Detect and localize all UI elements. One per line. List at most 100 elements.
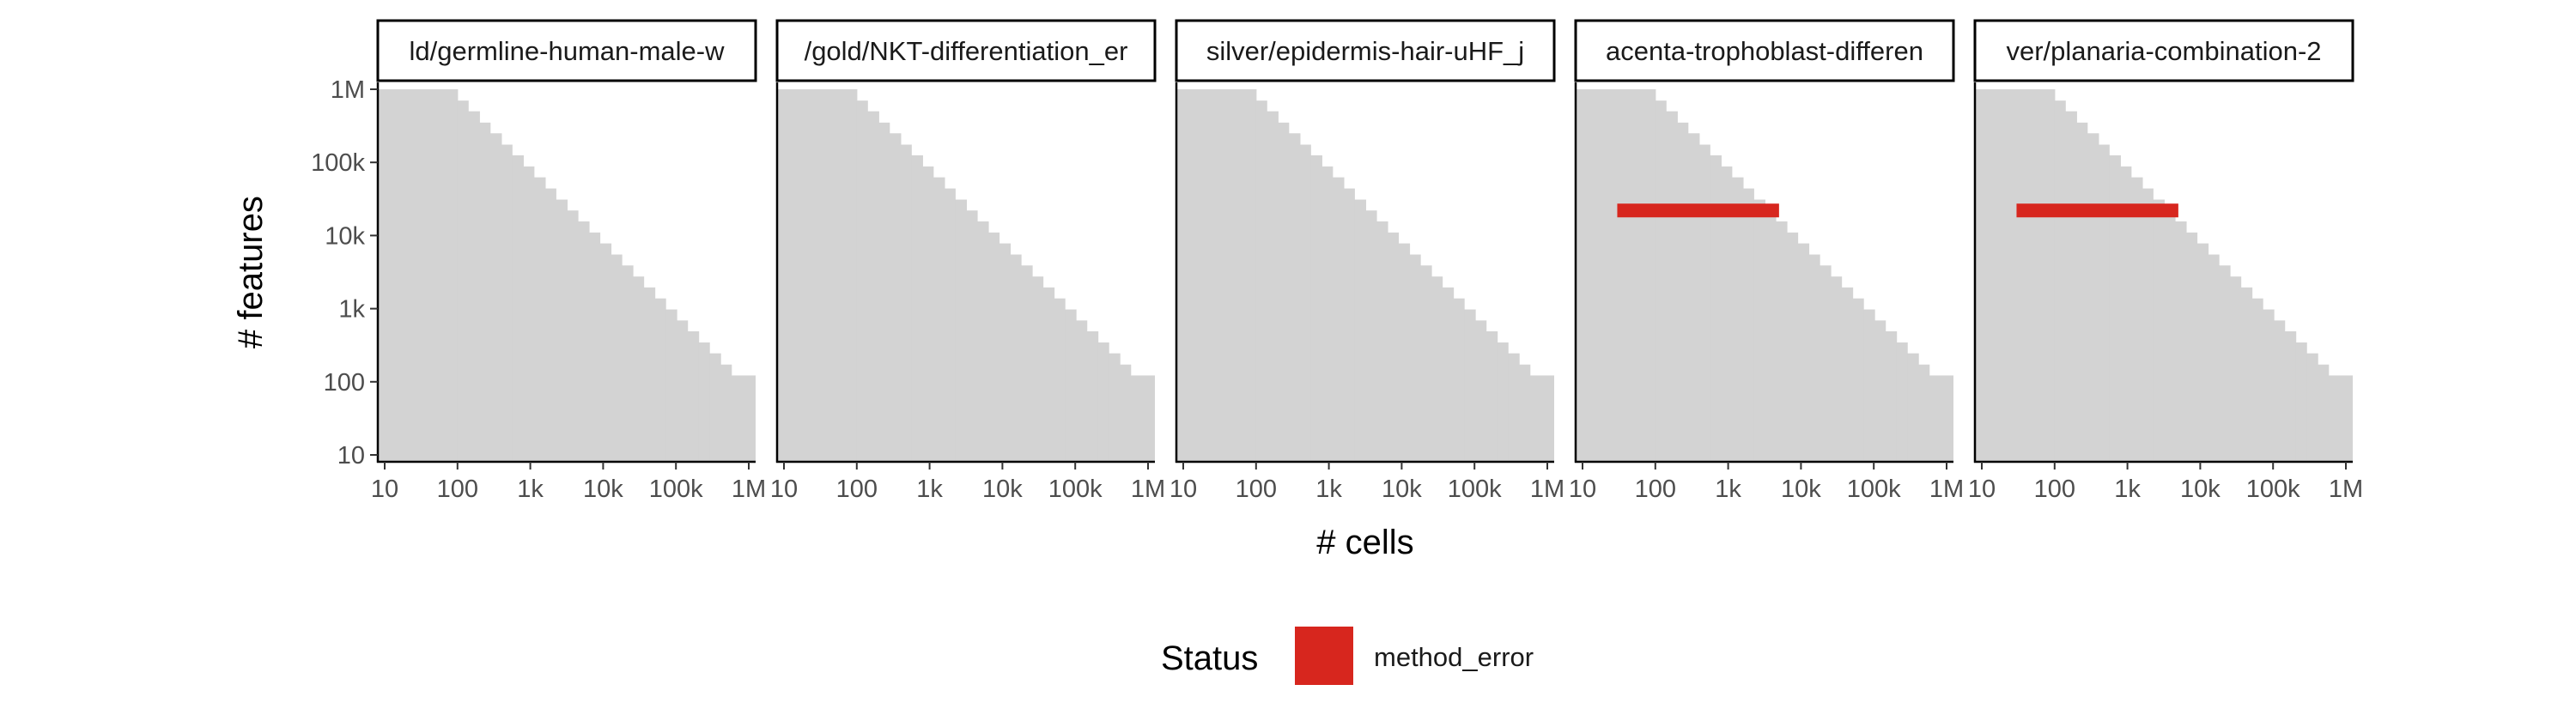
region-step — [1010, 254, 1022, 462]
x-tick-label: 1M — [1929, 476, 1964, 503]
region-step — [1765, 210, 1777, 462]
region-step — [987, 232, 1000, 462]
y-tick-label: 1k — [338, 296, 365, 324]
region-step — [867, 111, 879, 462]
x-tick-label: 10 — [1968, 476, 1996, 503]
status-bar-method-error — [2016, 203, 2178, 218]
region-step — [1288, 133, 1301, 462]
x-tick-label: 10k — [583, 476, 623, 503]
y-axis-title: # features — [232, 196, 270, 348]
region-step — [1885, 330, 1898, 462]
region-step — [599, 243, 612, 462]
region-step — [1278, 122, 1290, 462]
facet-panel-2: 10 100 1k 10k 100k 1M silver/epidermis-hair-uH… — [1170, 19, 1564, 503]
x-tick-label: 100k — [2246, 476, 2300, 503]
region-step — [1387, 232, 1400, 462]
region-step — [489, 133, 502, 462]
region-step — [1365, 210, 1377, 462]
region-step — [2109, 154, 2121, 462]
region-step — [1975, 89, 2056, 462]
x-tick-label: 100k — [649, 476, 703, 503]
region-step — [1310, 154, 1322, 462]
region-step — [911, 154, 923, 462]
facet-strip-label: /gold/NKT-differentiation_er — [805, 36, 1128, 66]
region-step — [1332, 177, 1345, 462]
region-step — [2295, 342, 2307, 462]
x-tick-label: 1M — [1530, 476, 1564, 503]
x-tick-label: 1k — [1715, 476, 1741, 503]
y-tick-label: 1M — [331, 76, 365, 104]
region-step — [665, 309, 677, 462]
x-tick-label: 10 — [770, 476, 798, 503]
region-step — [1576, 89, 1656, 462]
x-tick-label: 100 — [1236, 476, 1277, 503]
region-step — [1065, 309, 1077, 462]
region-step — [709, 353, 721, 462]
region-step — [2164, 210, 2176, 462]
region-step — [633, 276, 645, 462]
region-step — [1431, 276, 1443, 462]
region-step — [556, 199, 568, 462]
region-step — [1519, 364, 1531, 462]
x-tick-label: 10k — [1781, 476, 1821, 503]
region-step — [654, 298, 666, 462]
region-step — [643, 287, 656, 462]
facet-strip-box — [1574, 19, 1955, 82]
region-step — [1710, 154, 1722, 462]
x-axis-title: # cells — [1316, 524, 1413, 561]
region-step — [1076, 320, 1088, 462]
y-tick-label: 10k — [325, 222, 365, 250]
region-step — [1255, 100, 1267, 462]
region-step — [1918, 364, 1930, 462]
region-step — [1109, 353, 1121, 462]
region-step — [1086, 330, 1099, 462]
region-step — [1475, 320, 1487, 462]
region-step — [622, 265, 634, 462]
region-step — [2208, 254, 2220, 462]
y-tick-label: 100 — [324, 369, 365, 397]
region-step — [1409, 254, 1421, 462]
facet-strip-label: silver/epidermis-hair-uHF_j — [1206, 36, 1524, 66]
region-step — [2153, 199, 2166, 462]
region-step — [1687, 133, 1700, 462]
region-step — [577, 221, 590, 462]
region-step — [1176, 89, 1257, 462]
region-step — [2054, 100, 2066, 462]
region-step — [1797, 243, 1810, 462]
region-step — [720, 364, 732, 462]
region-step — [889, 133, 902, 462]
facet-panel-0: 10 100 1k 10k 100k 1M 10 100 1k 10k 100k 1M ld/germl… — [311, 19, 766, 503]
region-step — [1054, 298, 1066, 462]
x-tick-label: 100k — [1448, 476, 1502, 503]
region-step — [966, 210, 978, 462]
region-step — [2251, 298, 2263, 462]
region-step — [1508, 353, 1520, 462]
region-step — [1655, 100, 1667, 462]
region-step — [1698, 144, 1710, 462]
region-step — [2174, 221, 2187, 462]
region-step — [457, 100, 469, 462]
facet-panel-1: 10 100 1k 10k 100k 1M/gold/NKT-differentiatio… — [770, 19, 1165, 503]
region-step — [2196, 243, 2209, 462]
region-step — [523, 166, 535, 462]
region-step — [1929, 375, 1953, 462]
x-tick-label: 1k — [916, 476, 943, 503]
legend: Status method_error — [1161, 627, 1534, 685]
region-step — [1097, 342, 1109, 462]
facet-strip-box — [1973, 19, 2354, 82]
legend-label-method-error: method_error — [1374, 642, 1534, 672]
x-tick-label: 100 — [2034, 476, 2075, 503]
region-step — [2328, 375, 2353, 462]
region-step — [856, 100, 868, 462]
facet-strip-box — [1175, 19, 1556, 82]
region-step — [1907, 353, 1919, 462]
y-tick-label: 100k — [311, 149, 365, 177]
x-tick-label: 1k — [2114, 476, 2141, 503]
x-tick-label: 1k — [1315, 476, 1342, 503]
region-step — [2087, 133, 2099, 462]
panel-area-1 — [777, 89, 1155, 462]
region-step — [2318, 364, 2330, 462]
region-step — [1731, 177, 1744, 462]
region-step — [1721, 166, 1733, 462]
region-step — [677, 320, 689, 462]
